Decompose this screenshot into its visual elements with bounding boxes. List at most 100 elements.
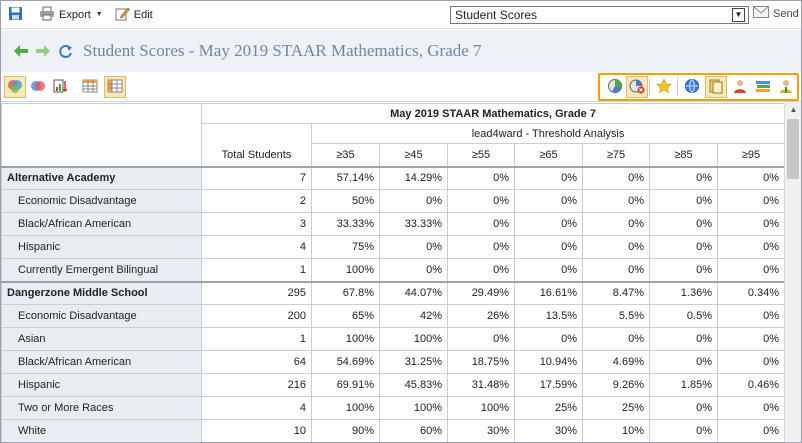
group-row: Economic Disadvantage 2 50% 0% 0% 0% 0% 0% 0% (1, 189, 784, 213)
save-icon (8, 6, 23, 24)
group-row: Black/African American 64 54.69% 31.25% 18.7… (1, 350, 784, 374)
percent-cell: 67.8% (311, 280, 380, 305)
row-label[interactable]: White (1, 419, 202, 442)
percent-cell: 31.48% (447, 373, 515, 397)
percent-cell: 4.69% (582, 350, 650, 374)
edit-button[interactable]: Edit (111, 4, 157, 26)
document-icon (708, 78, 724, 97)
arrow-right-icon[interactable] (35, 43, 51, 59)
row-label[interactable]: Alternative Academy (1, 165, 202, 190)
percent-cell: 0% (582, 327, 650, 351)
grid-view-button[interactable] (79, 76, 101, 98)
remove-chart-button[interactable] (626, 76, 648, 98)
test-title: May 2019 STAAR Mathematics, Grade 7 (200, 103, 784, 124)
refresh-icon[interactable] (57, 43, 73, 59)
percent-cell: 26% (447, 304, 515, 328)
row-label[interactable]: Asian (1, 327, 202, 351)
arrow-left-icon[interactable] (13, 43, 29, 59)
row-label[interactable]: Hispanic (1, 373, 202, 397)
percent-cell: 0% (649, 235, 718, 259)
percent-cell: 18.75% (447, 350, 515, 374)
percent-cell: 29.49% (447, 280, 515, 305)
percent-cell: 0% (582, 212, 650, 236)
percent-cell: 0% (582, 235, 650, 259)
threshold-header[interactable]: ≥85 (649, 143, 718, 167)
teacher-button[interactable] (775, 76, 797, 98)
student-button[interactable] (729, 76, 751, 98)
threshold-header[interactable]: ≥65 (514, 143, 583, 167)
percent-cell: 100% (379, 327, 448, 351)
threshold-header[interactable]: ≥75 (582, 143, 650, 167)
row-label[interactable]: Black/African American (1, 212, 202, 236)
export-button[interactable]: Export ▼ (35, 4, 107, 26)
percent-cell: 0% (716, 165, 784, 190)
chart-sort-icon (53, 78, 69, 97)
vertical-scrollbar[interactable]: ▲ (784, 103, 801, 442)
person-green-icon (778, 78, 794, 97)
percent-cell: 50% (311, 189, 380, 213)
pencil-icon (115, 6, 130, 24)
percent-cell: 60% (379, 419, 448, 442)
percent-cell: 45.83% (379, 373, 448, 397)
percent-cell: 0% (447, 327, 515, 351)
percent-cell: 10% (582, 419, 650, 442)
venn-view-button[interactable] (4, 76, 26, 98)
table-icon (107, 78, 123, 97)
threshold-header[interactable]: ≥95 (716, 143, 784, 167)
venn-alt-button[interactable] (27, 76, 49, 98)
report-select[interactable]: Student Scores ▼ (450, 6, 749, 24)
percent-cell: 31.25% (379, 350, 448, 374)
total-students-cell: 295 (201, 280, 312, 305)
row-label[interactable]: Economic Disadvantage (1, 189, 202, 213)
percent-cell: 100% (311, 258, 380, 282)
group-row: Currently Emergent Bilingual 1 100% 0% 0% 0% 0… (1, 258, 784, 282)
total-students-header[interactable]: Total Students (201, 143, 312, 167)
scrollbar-thumb[interactable] (787, 119, 799, 179)
chart-sort-button[interactable] (50, 76, 72, 98)
scroll-up-icon[interactable]: ▲ (789, 105, 798, 114)
send-button[interactable]: Send (753, 6, 799, 21)
percent-cell: 54.69% (311, 350, 380, 374)
percent-cell: 0% (447, 212, 515, 236)
percent-cell: 0.46% (716, 373, 784, 397)
percent-cell: 100% (379, 396, 448, 420)
group-row: Two or More Races 4 100% 100% 100% 25% 25% 0% 0% (1, 396, 784, 420)
percent-cell: 1.36% (649, 280, 718, 305)
percent-cell: 33.33% (311, 212, 380, 236)
percent-cell: 0% (716, 212, 784, 236)
percent-cell: 100% (447, 396, 515, 420)
chevron-down-icon[interactable]: ▼ (732, 8, 745, 22)
campus-row: Dangerzone Middle School 295 67.8% 44.07% 29… (1, 280, 784, 305)
group-row: Hispanic 4 75% 0% 0% 0% 0% 0% 0% (1, 235, 784, 259)
row-label[interactable]: Hispanic (1, 235, 202, 259)
venn-icon (7, 78, 23, 97)
percent-cell: 0% (514, 165, 583, 190)
threshold-header[interactable]: ≥35 (311, 143, 380, 167)
favorite-button[interactable] (653, 76, 675, 98)
percent-cell: 0% (379, 235, 448, 259)
books-button[interactable] (752, 76, 774, 98)
table-view-button[interactable] (104, 76, 126, 98)
percent-cell: 0% (716, 189, 784, 213)
total-students-cell: 64 (201, 350, 312, 374)
row-label[interactable]: Currently Emergent Bilingual (1, 258, 202, 282)
pie-chart-button[interactable] (604, 76, 626, 98)
threshold-header[interactable]: ≥55 (447, 143, 515, 167)
percent-cell: 0% (447, 235, 515, 259)
save-button[interactable] (4, 4, 27, 26)
total-students-cell: 2 (201, 189, 312, 213)
web-button[interactable] (681, 76, 703, 98)
document-button[interactable] (705, 76, 727, 98)
row-label[interactable]: Two or More Races (1, 396, 202, 420)
send-label: Send (773, 7, 799, 20)
percent-cell: 5.5% (582, 304, 650, 328)
campus-row: Alternative Academy 7 57.14% 14.29% 0% 0% 0% 0%… (1, 165, 784, 190)
row-label[interactable]: Dangerzone Middle School (1, 280, 202, 305)
percent-cell: 0.34% (716, 280, 784, 305)
row-label[interactable]: Black/African American (1, 350, 202, 374)
threshold-header[interactable]: ≥45 (379, 143, 448, 167)
analysis-title: lead4ward - Threshold Analysis (310, 123, 784, 144)
row-label[interactable]: Economic Disadvantage (1, 304, 202, 328)
group-row: Economic Disadvantage 200 65% 42% 26% 13.5% 5.… (1, 304, 784, 328)
percent-cell: 0% (649, 350, 718, 374)
